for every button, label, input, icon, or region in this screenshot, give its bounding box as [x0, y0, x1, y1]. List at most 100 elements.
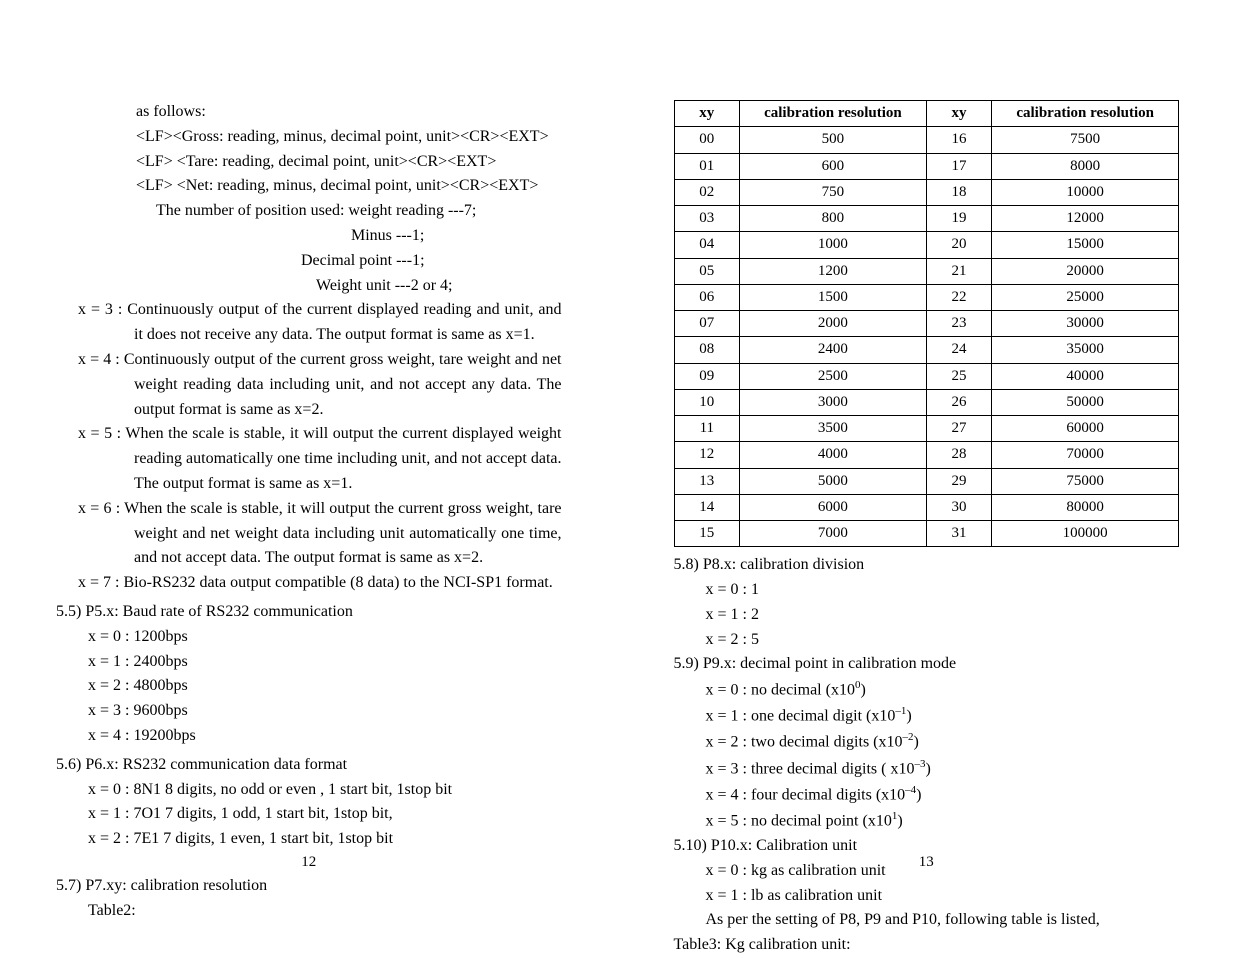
text-line: x = 1 : 7O1 7 digits, 1 odd, 1 start bit…	[56, 802, 562, 827]
table-row: 1135002760000	[674, 416, 1179, 442]
text-line: x = 1 : 2400bps	[56, 650, 562, 675]
table-cell: 07	[674, 311, 740, 337]
table-cell: 18	[926, 179, 992, 205]
table-cell: 30	[926, 494, 992, 520]
param-x4: x = 4 : Continuously output of the curre…	[56, 348, 562, 422]
param-x5: x = 5 : When the scale is stable, it wil…	[56, 422, 562, 496]
table-cell: 2000	[740, 311, 927, 337]
table-cell: 100000	[992, 521, 1179, 547]
page-number: 13	[618, 851, 1235, 874]
table-cell: 26	[926, 389, 992, 415]
table-cell: 16	[926, 127, 992, 153]
table-cell: 1500	[740, 284, 927, 310]
table-row: 1350002975000	[674, 468, 1179, 494]
table-cell: 75000	[992, 468, 1179, 494]
table-cell: 2400	[740, 337, 927, 363]
table-cell: 40000	[992, 363, 1179, 389]
text-line: x = 4 : four decimal digits (x10–4)	[674, 782, 1180, 808]
text-line: Table2:	[56, 899, 562, 924]
text-line: As per the setting of P8, P9 and P10, fo…	[674, 908, 1180, 933]
text-line: <LF> <Tare: reading, decimal point, unit…	[56, 150, 562, 175]
section-heading: 5.8) P8.x: calibration division	[674, 553, 1180, 578]
text-line: as follows:	[56, 100, 562, 125]
table-cell: 24	[926, 337, 992, 363]
text-line: x = 3 : three decimal digits ( x10–3)	[674, 756, 1180, 782]
text-line: x = 0 : no decimal (x100)	[674, 677, 1180, 703]
text-line: <LF><Gross: reading, minus, decimal poin…	[56, 125, 562, 150]
table-cell: 750	[740, 179, 927, 205]
table-cell: 6000	[740, 494, 927, 520]
table-cell: 12	[674, 442, 740, 468]
table-row: 1460003080000	[674, 494, 1179, 520]
param-x3: x = 3 : Continuously output of the curre…	[56, 298, 562, 348]
table-cell: 03	[674, 206, 740, 232]
param-x7: x = 7 : Bio-RS232 data output compatible…	[56, 571, 562, 596]
table-cell: 600	[740, 153, 927, 179]
table-cell: 2500	[740, 363, 927, 389]
table-cell: 800	[740, 206, 927, 232]
table-cell: 1200	[740, 258, 927, 284]
left-page: as follows: <LF><Gross: reading, minus, …	[0, 0, 618, 954]
table-cell: 3500	[740, 416, 927, 442]
table-row: 15700031100000	[674, 521, 1179, 547]
table-cell: 08	[674, 337, 740, 363]
table-cell: 19	[926, 206, 992, 232]
table-row: 0925002540000	[674, 363, 1179, 389]
table-cell: 29	[926, 468, 992, 494]
table-row: 01600178000	[674, 153, 1179, 179]
table-row: 0720002330000	[674, 311, 1179, 337]
table-cell: 50000	[992, 389, 1179, 415]
table-header: xy	[926, 101, 992, 127]
text-line: x = 3 : 9600bps	[56, 699, 562, 724]
table-cell: 02	[674, 179, 740, 205]
table-cell: 60000	[992, 416, 1179, 442]
text-line: x = 2 : 5	[674, 628, 1180, 653]
text-line: Weight unit ---2 or 4;	[56, 274, 562, 299]
text-line: x = 4 : 19200bps	[56, 724, 562, 749]
table-header: calibration resolution	[992, 101, 1179, 127]
table-cell: 09	[674, 363, 740, 389]
text-line: Table3: Kg calibration unit:	[674, 933, 1180, 958]
right-page: xy calibration resolution xy calibration…	[618, 0, 1235, 954]
table-cell: 20	[926, 232, 992, 258]
page-number: 12	[0, 851, 618, 874]
table-cell: 05	[674, 258, 740, 284]
table-cell: 28	[926, 442, 992, 468]
text-line: x = 1 : 2	[674, 603, 1180, 628]
text-line: x = 2 : 7E1 7 digits, 1 even, 1 start bi…	[56, 827, 562, 852]
table-cell: 01	[674, 153, 740, 179]
table-cell: 1000	[740, 232, 927, 258]
text-line: x = 0 : 1	[674, 578, 1180, 603]
text-line: Decimal point ---1;	[56, 249, 562, 274]
section-heading: 5.7) P7.xy: calibration resolution	[56, 874, 562, 899]
text-line: <LF> <Net: reading, minus, decimal point…	[56, 174, 562, 199]
table-row: 0512002120000	[674, 258, 1179, 284]
table-cell: 12000	[992, 206, 1179, 232]
section-heading: 5.9) P9.x: decimal point in calibration …	[674, 652, 1180, 677]
text-line: x = 0 : 8N1 8 digits, no odd or even , 1…	[56, 778, 562, 803]
text-line: x = 1 : lb as calibration unit	[674, 884, 1180, 909]
table-row: 0410002015000	[674, 232, 1179, 258]
table-cell: 3000	[740, 389, 927, 415]
table-cell: 27	[926, 416, 992, 442]
table-row: 027501810000	[674, 179, 1179, 205]
table-cell: 7000	[740, 521, 927, 547]
table-cell: 8000	[992, 153, 1179, 179]
table-cell: 80000	[992, 494, 1179, 520]
table-cell: 15	[674, 521, 740, 547]
section-heading: 5.6) P6.x: RS232 communication data form…	[56, 753, 562, 778]
table-cell: 25000	[992, 284, 1179, 310]
table-cell: 10	[674, 389, 740, 415]
param-x6: x = 6 : When the scale is stable, it wil…	[56, 497, 562, 571]
table-cell: 4000	[740, 442, 927, 468]
text-line: x = 5 : no decimal point (x101)	[674, 808, 1180, 834]
table-cell: 25	[926, 363, 992, 389]
table-header: calibration resolution	[740, 101, 927, 127]
table-cell: 23	[926, 311, 992, 337]
table-row: 1240002870000	[674, 442, 1179, 468]
text-line: x = 1 : one decimal digit (x10–1)	[674, 703, 1180, 729]
text-line: x = 2 : 4800bps	[56, 674, 562, 699]
text-line: x = 2 : two decimal digits (x10–2)	[674, 729, 1180, 755]
table-cell: 20000	[992, 258, 1179, 284]
text-line: Minus ---1;	[56, 224, 562, 249]
